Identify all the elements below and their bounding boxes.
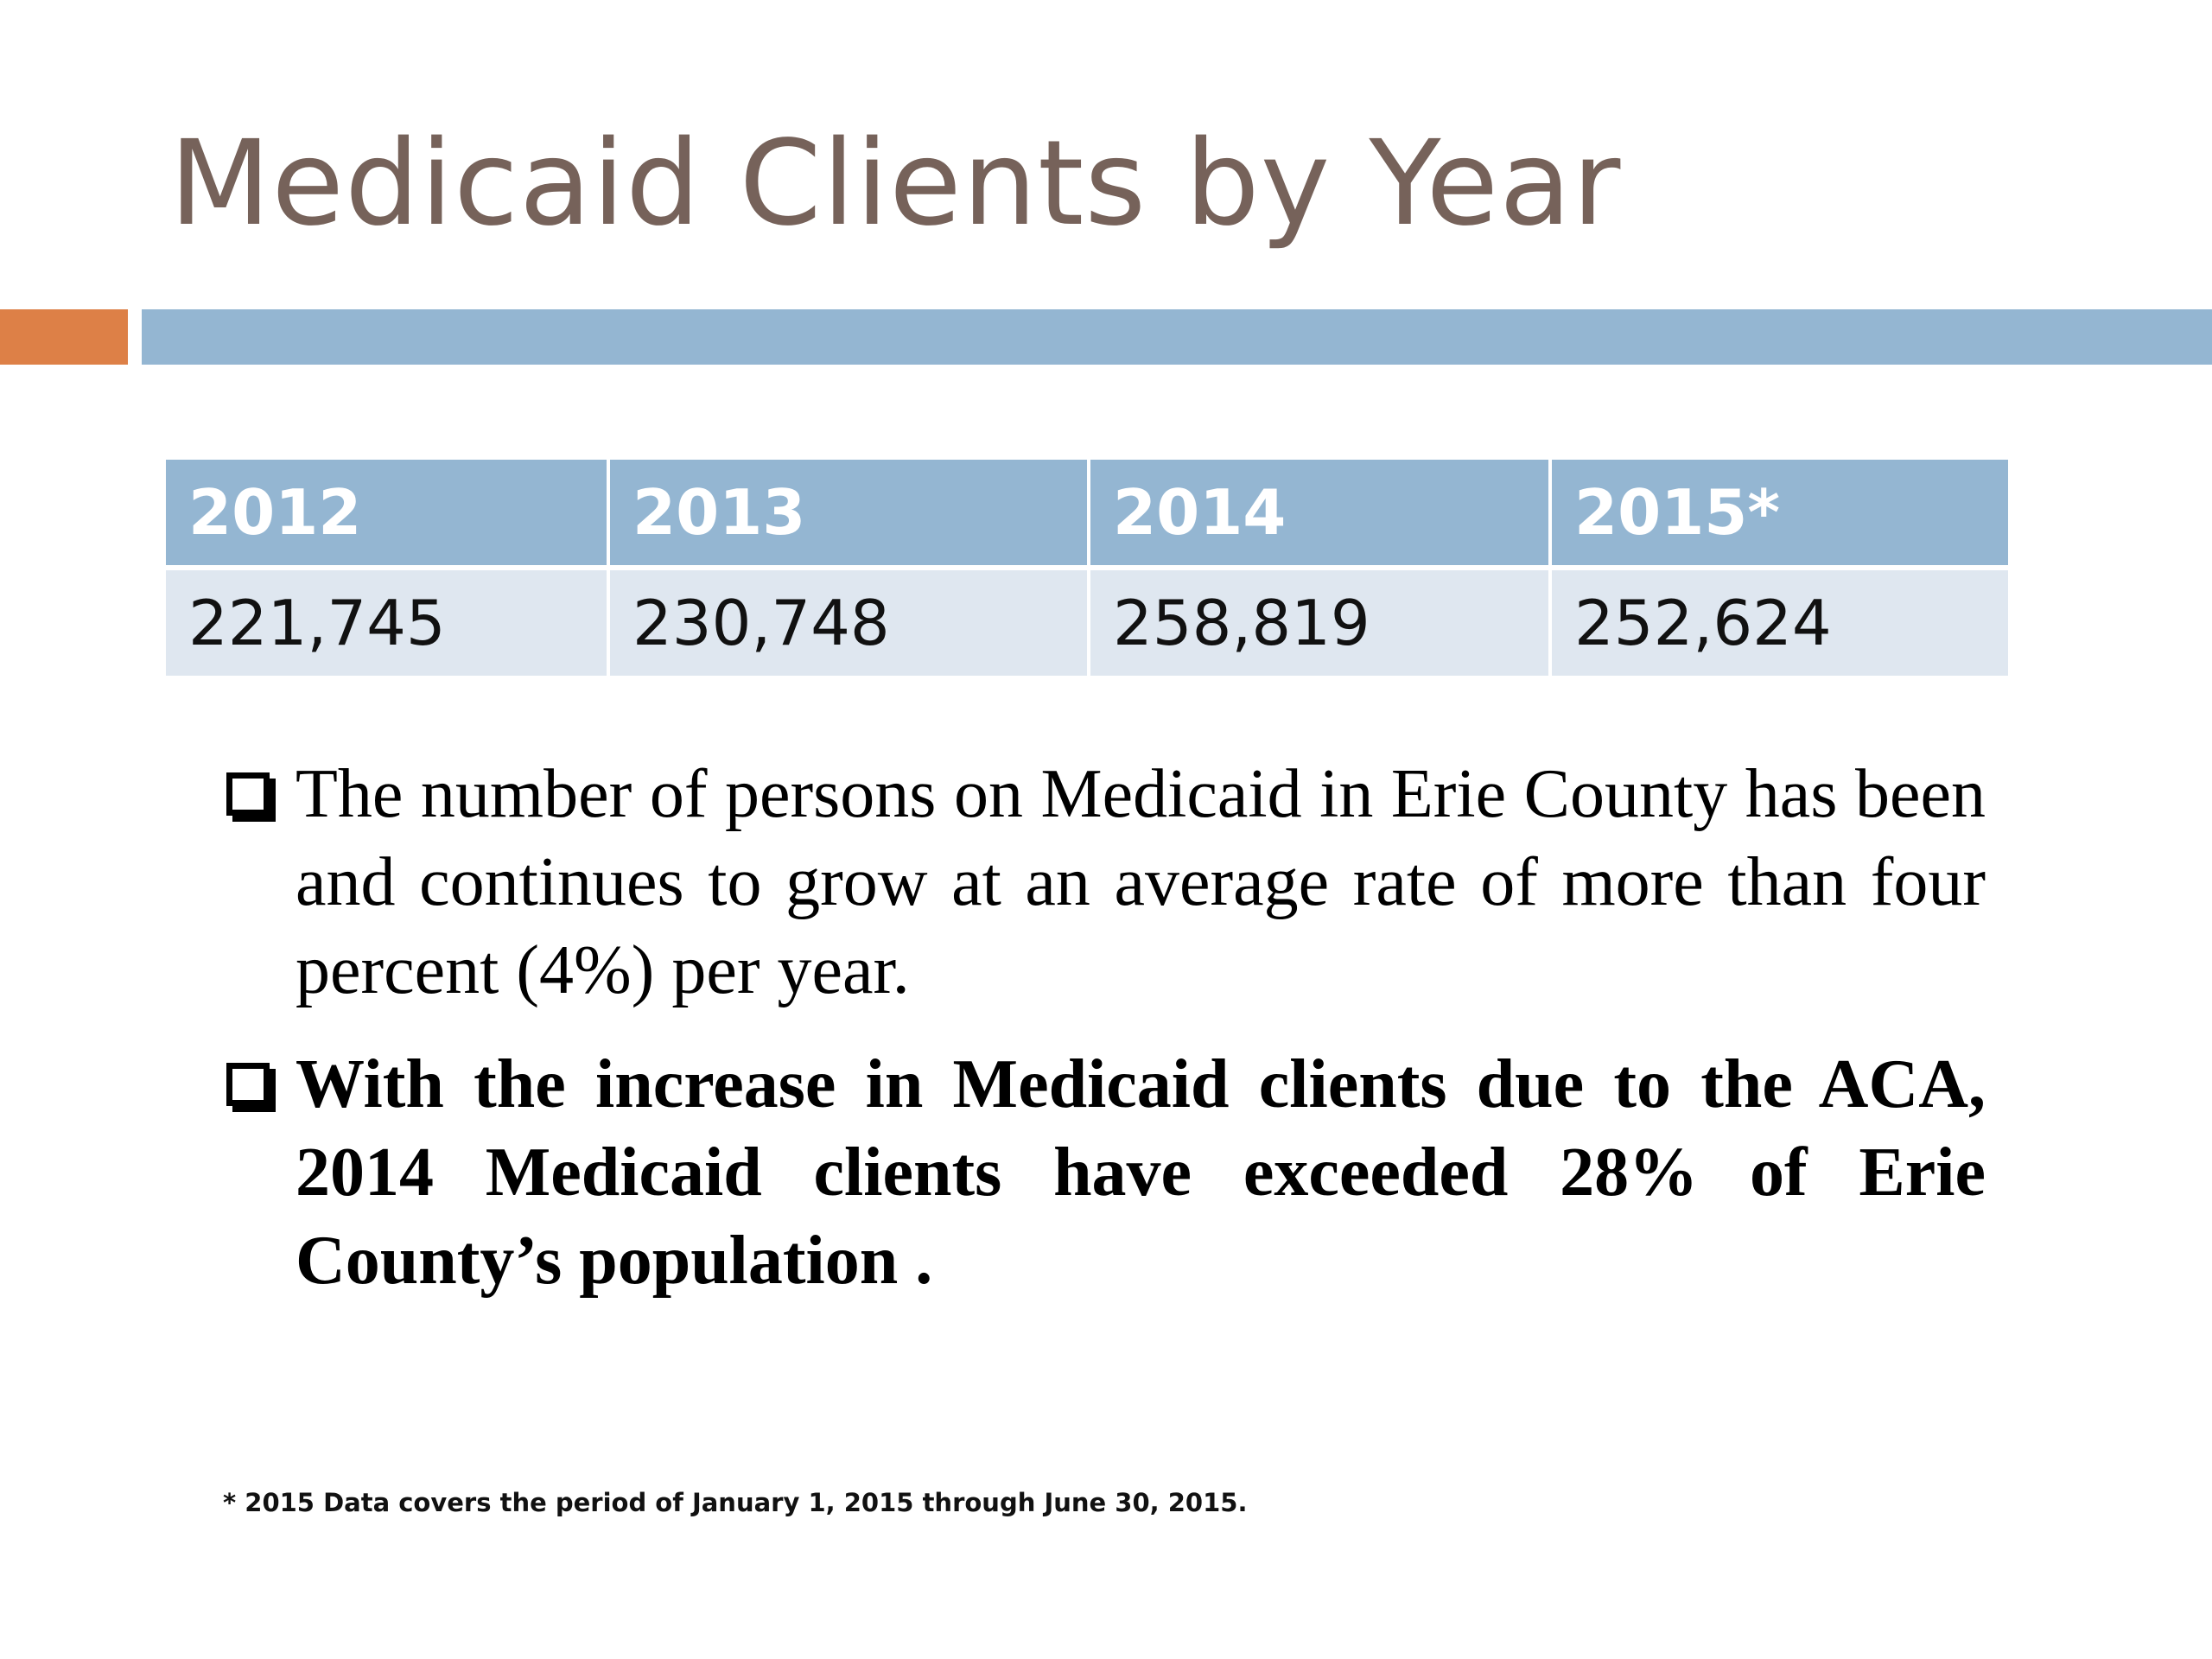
header-cell-2015: 2015* [1548,460,2008,570]
checkbox-icon [226,1063,270,1106]
table-body: 221,745 230,748 258,819 252,624 [166,568,2008,676]
table-header-row: 2012 2013 2014 2015* [166,460,2008,570]
bullet-text-aca: With the increase in Medicaid clients du… [296,1046,1986,1299]
accent-bar-blue [142,309,2212,365]
header-cell-2013: 2013 [607,460,1089,570]
clients-by-year-table: 2012 2013 2014 2015* 221,745 230,748 258… [166,460,2008,676]
value-cell-2013: 230,748 [607,568,1089,676]
header-cell-2012: 2012 [166,460,608,570]
table-header: 2012 2013 2014 2015* [166,460,2008,570]
bullet-text-growth: The number of persons on Medicaid in Eri… [296,756,1986,1008]
bullet-item-growth: The number of persons on Medicaid in Eri… [226,750,1986,1014]
checkbox-icon [226,772,270,816]
bullet-item-aca: With the increase in Medicaid clients du… [226,1040,1986,1305]
bullet-list: The number of persons on Medicaid in Eri… [226,750,1986,1331]
value-cell-2015: 252,624 [1548,568,2008,676]
slide-title: Medicaid Clients by Year [169,116,1622,252]
header-cell-2014: 2014 [1087,460,1550,570]
value-cell-2014: 258,819 [1087,568,1550,676]
value-cell-2012: 221,745 [166,568,608,676]
footnote: * 2015 Data covers the period of January… [223,1488,1248,1517]
accent-bar-orange [0,309,128,365]
table-row: 221,745 230,748 258,819 252,624 [166,568,2008,676]
